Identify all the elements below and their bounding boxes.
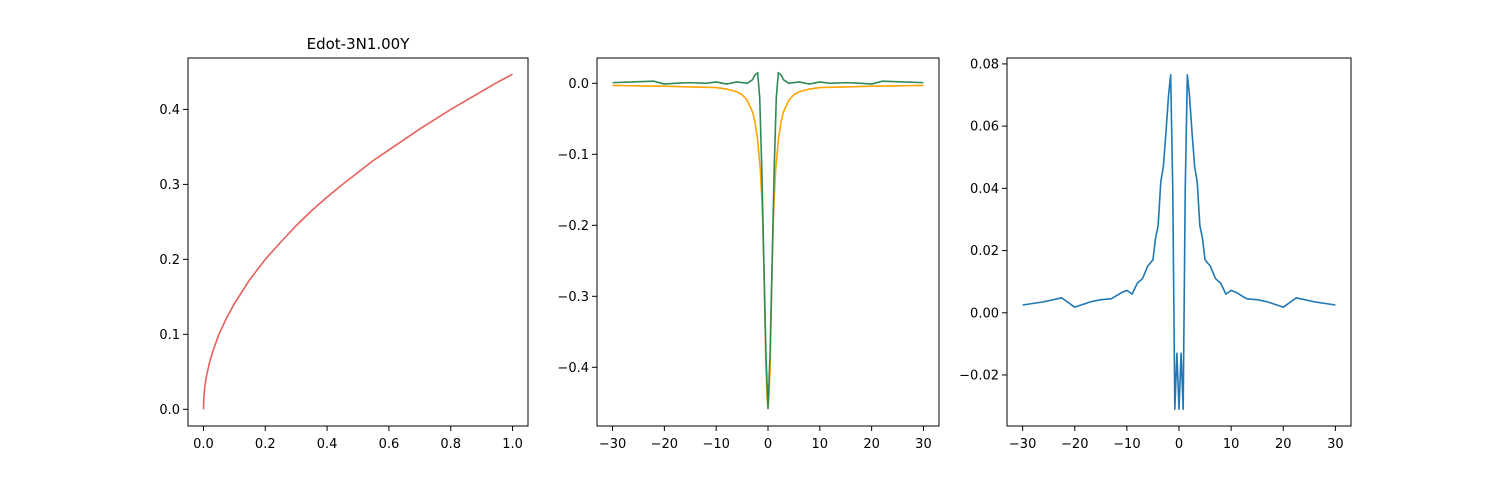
subplot-2-y-tick-label: −0.2: [557, 219, 589, 234]
subplot-2-x-tick-label: 30: [915, 437, 932, 452]
subplot-2-x-tick-label: 10: [812, 437, 829, 452]
subplot-3-x-tick-label: 0: [1175, 437, 1183, 452]
subplot-2-y-tick-label: 0.0: [568, 77, 589, 92]
subplot-2-y-tick-label: −0.3: [557, 290, 589, 305]
subplot-2-x-tick-label: −20: [651, 437, 678, 452]
subplot-2-y-tick-label: −0.1: [557, 148, 589, 163]
subplot-1-y-tick-label: 0.3: [159, 178, 180, 193]
subplot-1-series-1-line: [202, 73, 513, 410]
subplot-2-x-tick-label: 0: [764, 437, 772, 452]
subplot-2-x-tick-label: −30: [599, 437, 626, 452]
subplot-1-x-tick-label: 0.0: [193, 437, 214, 452]
subplot-2-series-2-line: [612, 71, 924, 410]
subplot-1-y-tick-label: 0.2: [159, 253, 180, 268]
subplot-3-series-1-line: [1022, 74, 1336, 410]
subplot-3-y-tick-label: 0.08: [970, 57, 999, 72]
subplot-1-x-tick-label: 0.8: [440, 437, 461, 452]
subplot-3-y-tick-label: −0.02: [959, 368, 999, 383]
subplot-1-y-tick-label: 0.1: [159, 328, 180, 343]
subplot-3: −30 −20 −10 0 10 20 30 −0.02 0.00 0.02 0.04 0.06 0.0…: [959, 57, 1352, 452]
subplot-1-x-tick-label: 0.4: [317, 437, 338, 452]
subplot-3-y-tick-label: 0.06: [970, 120, 999, 135]
subplot-1-title: Edot-3N1.00Y: [307, 35, 411, 53]
subplot-1-y-tick-label: 0.4: [159, 103, 180, 118]
subplot-1-y-tick-label: 0.0: [159, 403, 180, 418]
subplot-2-y-tick-label: −0.4: [557, 361, 589, 376]
subplot-3-x-tick-label: −10: [1113, 437, 1140, 452]
subplot-3-y-tick-label: 0.02: [970, 244, 999, 259]
subplot-1: Edot-3N1.00Y 0.0 0.2 0.4 0.6 0.8 1.0 0.0 0.1 0.2…: [159, 35, 529, 452]
subplot-1-axes-frame: [187, 57, 529, 427]
subplot-3-y-tick-label: 0.00: [970, 306, 999, 321]
subplot-3-x-tick-label: 30: [1327, 437, 1344, 452]
subplot-3-x-tick-label: −30: [1009, 437, 1036, 452]
subplot-3-x-tick-label: −20: [1061, 437, 1088, 452]
subplot-2: −30 −20 −10 0 10 20 30 0.0 −0.1 −0.2 −0.3 −0.4: [557, 57, 940, 452]
subplot-3-x-tick-label: 10: [1223, 437, 1240, 452]
subplot-2-x-tick-label: −10: [702, 437, 729, 452]
subplot-2-x-tick-label: 20: [863, 437, 880, 452]
subplot-1-x-tick-label: 1.0: [502, 437, 523, 452]
subplot-1-x-tick-label: 0.2: [255, 437, 276, 452]
subplot-1-x-tick-label: 0.6: [379, 437, 400, 452]
subplot-3-x-tick-label: 20: [1275, 437, 1292, 452]
subplot-3-y-tick-label: 0.04: [970, 182, 999, 197]
